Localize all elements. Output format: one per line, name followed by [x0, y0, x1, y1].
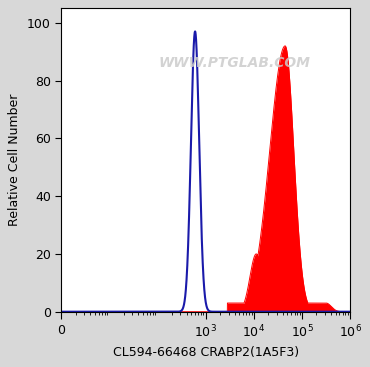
Text: WWW.PTGLAB.COM: WWW.PTGLAB.COM [159, 56, 310, 70]
X-axis label: CL594-66468 CRABP2(1A5F3): CL594-66468 CRABP2(1A5F3) [112, 346, 299, 359]
Y-axis label: Relative Cell Number: Relative Cell Number [9, 94, 21, 226]
